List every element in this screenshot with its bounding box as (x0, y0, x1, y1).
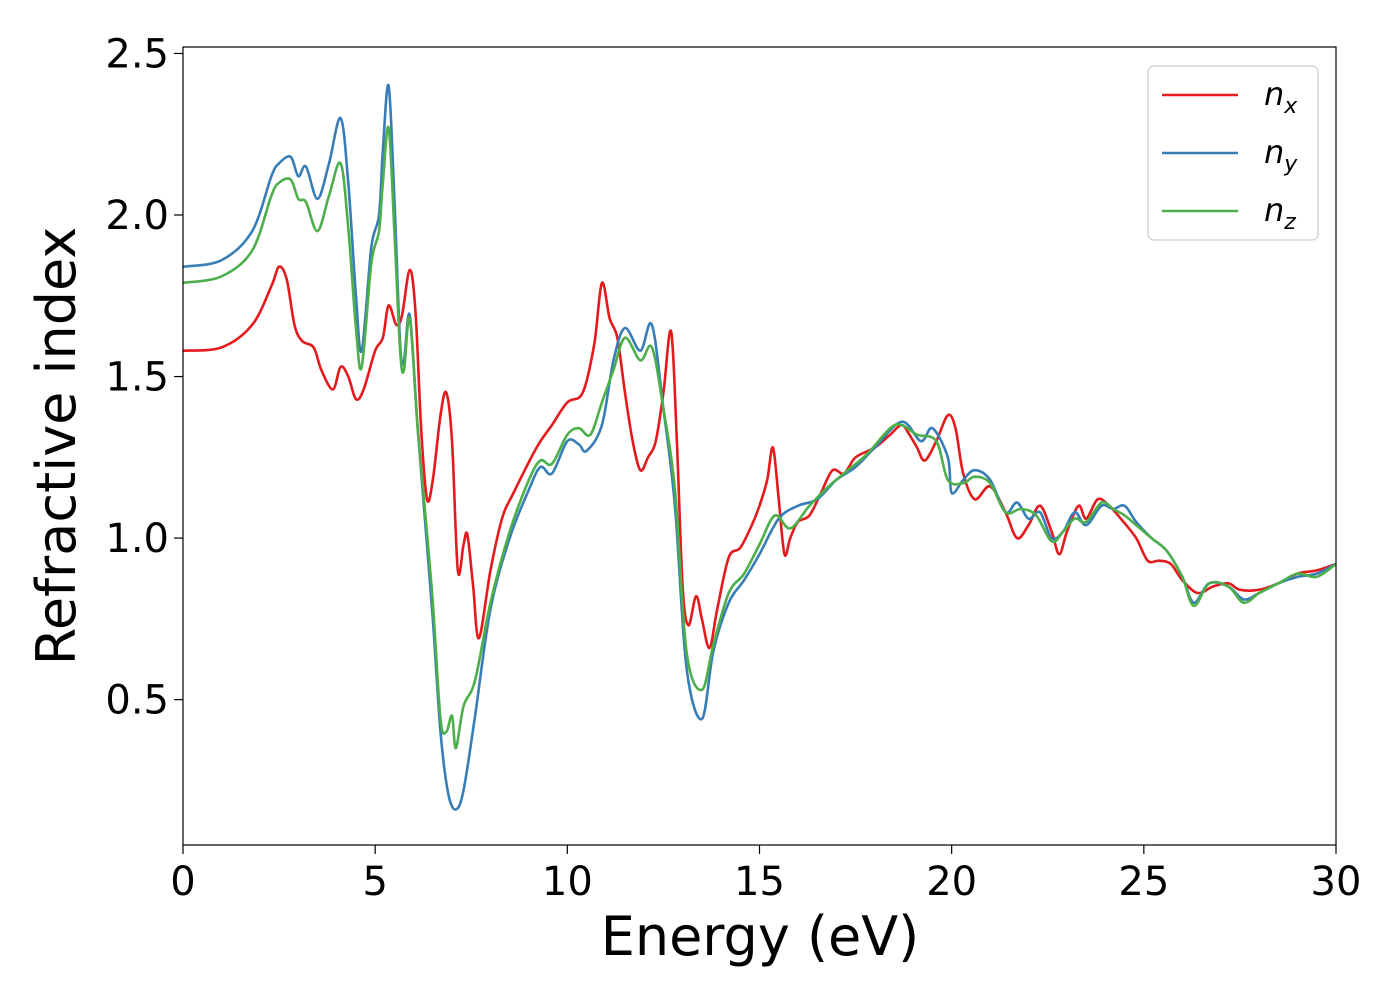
x-tick-label: 0 (170, 859, 195, 905)
legend-label-sub: y (1283, 152, 1298, 177)
legend-label-main: n (1264, 75, 1284, 113)
legend-label-z: nz (1264, 191, 1296, 235)
series-line-y (183, 83, 1336, 811)
legend-label-sub: z (1283, 210, 1296, 235)
x-tick-label: 10 (542, 859, 593, 905)
ticks-layer: 0 5 10 15 20 25 30 0.5 1.0 1.5 2.0 2.5 (105, 31, 1361, 905)
legend-label-main: n (1264, 191, 1284, 229)
legend-label-sub: x (1283, 94, 1298, 119)
x-tick-label: 20 (926, 859, 977, 905)
x-tick-label: 30 (1311, 859, 1362, 905)
y-tick-label: 2.0 (105, 193, 169, 239)
y-tick-label: 0.5 (105, 678, 169, 724)
y-tick-label: 2.5 (105, 31, 169, 77)
x-tick-label: 5 (362, 859, 387, 905)
series-line-z (183, 125, 1336, 750)
y-axis-label: Refractive index (25, 227, 88, 666)
x-axis-label: Energy (eV) (601, 905, 920, 968)
x-tick-label: 15 (734, 859, 785, 905)
y-tick-label: 1.0 (105, 516, 169, 562)
legend-label-x: nx (1264, 75, 1298, 119)
x-tick-label: 25 (1118, 859, 1169, 905)
legend-label-y: ny (1264, 133, 1298, 177)
legend-label-main: n (1264, 133, 1284, 171)
y-tick-label: 1.5 (105, 355, 169, 401)
series-layer (183, 83, 1336, 811)
